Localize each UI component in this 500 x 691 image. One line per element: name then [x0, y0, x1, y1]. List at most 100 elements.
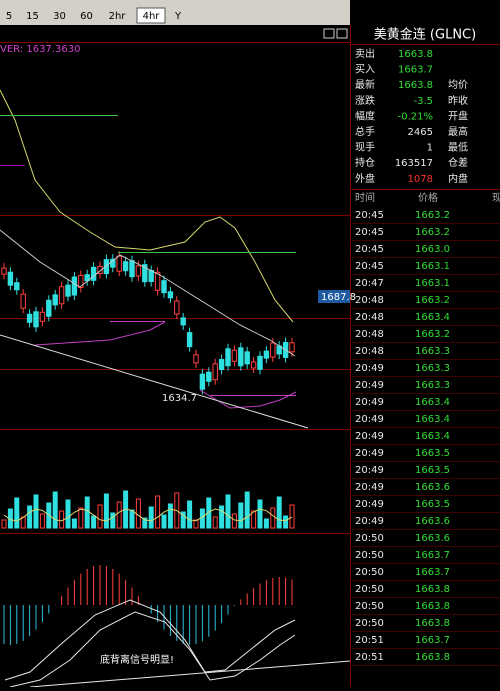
period-button[interactable]: 5: [6, 11, 12, 22]
volume-bar: [129, 509, 135, 529]
candle-body: [270, 342, 276, 358]
volume-bar: [59, 510, 65, 529]
candle-body: [135, 265, 142, 277]
trade-time: 20:49: [355, 363, 384, 374]
candle-body: [231, 349, 238, 362]
trade-price: 1663.2: [415, 227, 450, 238]
volume-bar: [212, 516, 218, 529]
quote-label: 仓差: [448, 156, 468, 169]
volume-bar: [135, 498, 141, 529]
candle-body: [186, 332, 193, 348]
trade-time: 20:49: [355, 482, 384, 493]
candle-body: [20, 293, 26, 309]
candle-body: [225, 348, 231, 367]
trade-price: 1663.3: [415, 346, 450, 357]
candle-body: [180, 317, 186, 326]
panel-borders: [0, 25, 351, 687]
candle-body: [263, 350, 270, 359]
trade-price: 1663.8: [415, 652, 450, 663]
volume-bar: [167, 503, 173, 529]
period-button[interactable]: 30: [53, 11, 66, 22]
trade-time: 20:49: [355, 516, 384, 527]
candle-body: [250, 361, 257, 369]
quote-label: 开盘: [448, 109, 468, 122]
candle-body: [52, 294, 58, 306]
period-button[interactable]: 4hr: [143, 11, 161, 22]
trade-price: 1663.7: [415, 635, 450, 646]
period-button[interactable]: 2hr: [109, 11, 127, 22]
trade-time: 20:49: [355, 448, 384, 459]
window-button[interactable]: [323, 28, 335, 39]
period-button[interactable]: 15: [26, 11, 39, 22]
candle-body: [78, 275, 84, 289]
candle-body: [7, 271, 14, 286]
volume-bar: [91, 515, 97, 529]
trade-price: 1663.4: [415, 312, 450, 323]
candle-body: [167, 291, 174, 299]
candle-body: [257, 355, 263, 370]
trade-price: 1663.6: [415, 482, 450, 493]
quote-value: 1: [427, 143, 433, 154]
trade-time: 20:48: [355, 329, 384, 340]
volume-bar: [52, 491, 58, 529]
volume-bar: [161, 514, 167, 529]
candle-body: [289, 342, 295, 353]
volume-bar: [257, 499, 263, 529]
volume-bar: [193, 519, 199, 529]
volume-bar: [251, 510, 257, 529]
trade-time: 20:48: [355, 346, 384, 357]
volume-ma: [3, 508, 293, 522]
trade-time: 20:49: [355, 414, 384, 425]
period-button-active: [136, 7, 166, 24]
trade-price: 1663.7: [415, 550, 450, 561]
candle-body: [97, 266, 103, 274]
quote-value: -3.5: [413, 96, 433, 107]
trade-time: 20:49: [355, 380, 384, 391]
volume-bar: [219, 505, 225, 529]
volume-bar: [1, 519, 7, 529]
period-button[interactable]: Y: [174, 11, 182, 22]
trade-time: 20:45: [355, 244, 384, 255]
annotation: 底背离信号明显!: [100, 653, 174, 666]
trades-header: 现: [492, 192, 500, 204]
quote-label: 最新: [355, 78, 375, 91]
volume-bar: [276, 496, 282, 529]
volume-bar: [27, 505, 33, 529]
volume-bar: [14, 497, 20, 529]
volume-bar: [225, 494, 231, 529]
volume-bar: [97, 504, 103, 529]
candle-body: [212, 363, 218, 381]
quote-label: 昨收: [448, 94, 468, 107]
trade-time: 20:51: [355, 652, 384, 663]
quote-label: 买入: [355, 64, 375, 76]
trade-price: 1663.2: [415, 295, 450, 306]
quote-label: 现手: [355, 141, 375, 154]
price-tag: 1687.8: [321, 292, 356, 303]
trade-price: 1663.4: [415, 414, 450, 425]
volume-bar: [180, 511, 186, 529]
trade-price: 1663.1: [415, 261, 450, 272]
quote-label: 外盘: [355, 172, 375, 185]
candle-body: [206, 371, 212, 382]
trade-time: 20:45: [355, 261, 384, 272]
trades-header: 价格: [418, 191, 438, 204]
trade-price: 1663.2: [415, 210, 450, 221]
volume-bar: [33, 494, 39, 529]
trade-time: 20:48: [355, 312, 384, 323]
trade-time: 20:48: [355, 295, 384, 306]
price-tag-box: [318, 290, 350, 303]
quote-value: 1078: [408, 174, 433, 185]
quote-title: 美黄金连 (GLNC): [374, 27, 476, 43]
window-button[interactable]: [336, 28, 348, 39]
volume-bar: [263, 518, 269, 529]
trade-price: 1663.8: [415, 584, 450, 595]
trade-time: 20:47: [355, 278, 384, 289]
trade-price: 1663.4: [415, 397, 450, 408]
candle-body: [116, 255, 122, 272]
candle-body: [238, 347, 244, 367]
period-button[interactable]: 60: [80, 11, 93, 22]
candle-body: [26, 313, 33, 323]
trade-price: 1663.3: [415, 380, 450, 391]
quote-value: 163517: [395, 158, 433, 169]
